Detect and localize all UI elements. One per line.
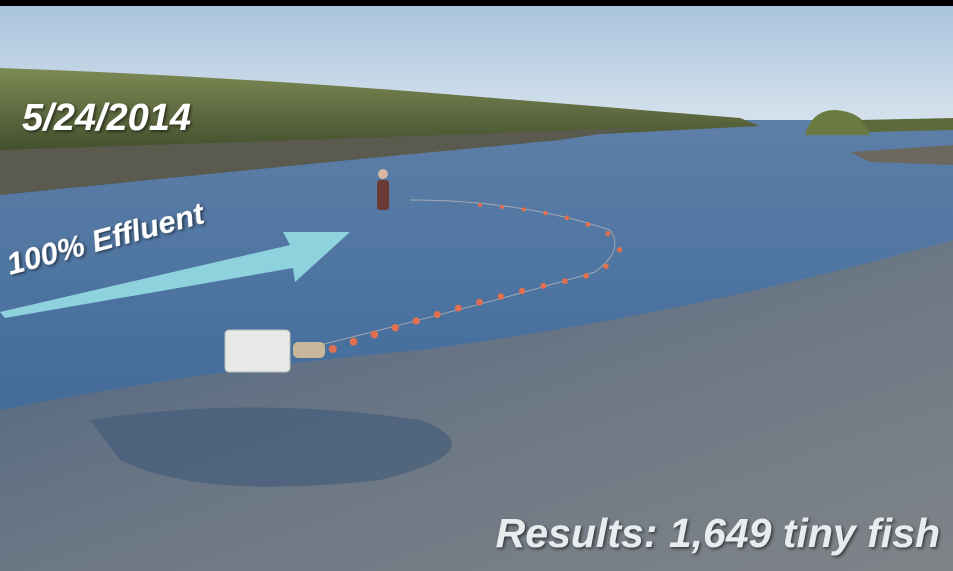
float [391,323,400,332]
float [543,210,548,216]
date: 5/24/2014 [22,97,191,139]
float [583,272,590,279]
marsh-grass [0,68,760,158]
float [518,287,526,295]
far-bank [850,145,953,165]
float [616,247,623,253]
mudflat [0,240,953,571]
grass-island [805,110,870,135]
person [377,180,389,210]
mud-bank [0,128,640,195]
basket [224,329,291,373]
puddle [90,407,452,487]
float [499,204,505,209]
float [562,278,568,285]
float [476,298,483,306]
arrow [0,232,350,318]
net-bag [293,342,325,358]
float [328,345,337,353]
float [497,293,504,300]
float [605,230,611,237]
float [521,207,526,212]
person-head [378,169,388,179]
float [349,337,358,346]
float-line [328,203,623,353]
float [478,203,482,207]
caption: Results: 1,649 tiny fish [496,510,940,556]
far-grass [860,118,953,132]
float [412,317,420,325]
float [603,263,609,270]
float [370,330,379,339]
net-line [299,199,616,351]
float [433,310,441,318]
float [564,215,570,221]
float [540,282,547,289]
top-border [0,0,953,6]
float [585,221,591,227]
float [454,304,462,312]
